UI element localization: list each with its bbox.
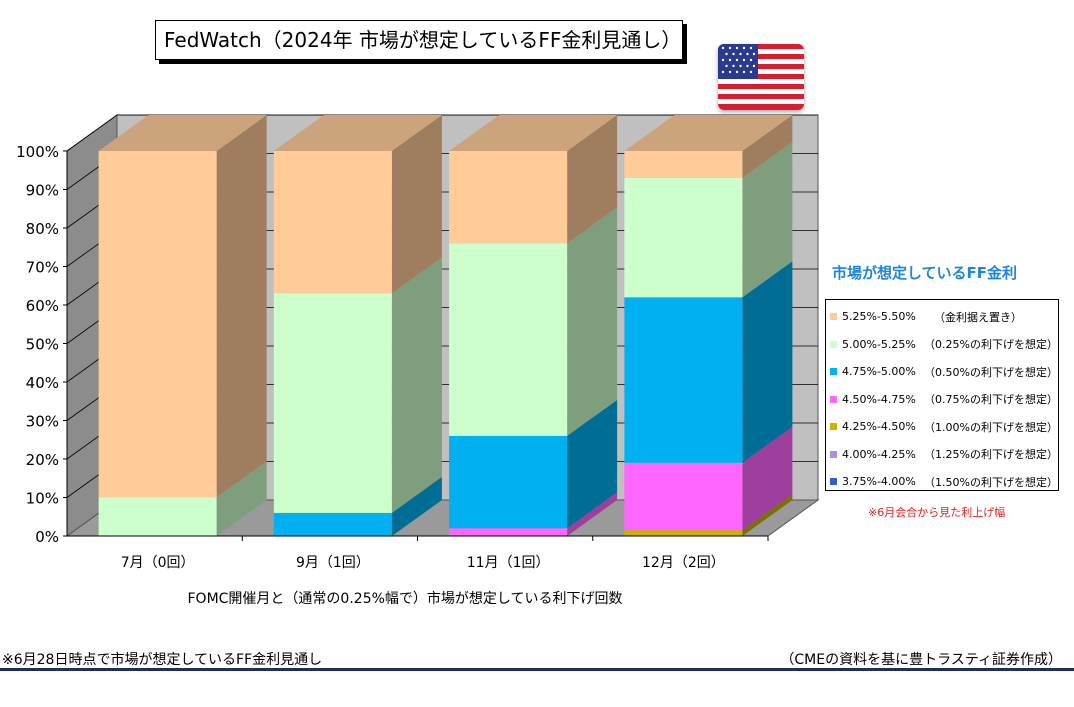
bar-segment-4.50%-4.75%: [624, 462, 743, 531]
legend-item: 5.00%-5.25% （0.25%の利下げを想定）: [826, 331, 1058, 359]
legend-annotation: ※6月会合から見た利上げ幅: [868, 506, 1006, 519]
bar-segment-4.50%-4.75%: [449, 528, 568, 536]
legend-desc-label: （金利据え置き）: [934, 310, 1022, 324]
bar-top-5.25%-5.50%: [98, 115, 267, 151]
legend-swatch: [830, 368, 837, 376]
y-tick-label: 100%: [16, 143, 59, 161]
x-tick-label: 9月（1回）: [296, 555, 370, 571]
bar-side-5.25%-5.50%: [567, 115, 618, 244]
bar-side-4.75%-5.00%: [742, 261, 793, 463]
x-tick-label: 11月（1回）: [467, 555, 550, 571]
legend-swatch: [830, 340, 837, 348]
y-tick-label: 60%: [26, 297, 59, 315]
legend-swatch: [830, 478, 837, 486]
legend-range-label: 4.25%-4.50%: [842, 420, 916, 434]
legend-desc-label: （0.25%の利下げを想定）: [924, 338, 1058, 352]
bar-side-5.25%-5.50%: [742, 115, 793, 178]
legend-desc-label: （1.25%の利下げを想定）: [924, 448, 1058, 462]
bar-segment-5.00%-5.25%: [449, 243, 568, 436]
bar-segment-5.00%-5.25%: [273, 293, 392, 513]
legend-range-label: 5.00%-5.25%: [842, 337, 916, 351]
legend-desc-label: （0.50%の利下げを想定）: [924, 365, 1058, 379]
legend-swatch: [830, 313, 837, 321]
bar-segment-4.75%-5.00%: [449, 435, 568, 529]
bar-side-5.25%-5.50%: [216, 115, 267, 498]
bar-side-4.25%-4.50%: [742, 494, 793, 536]
y-tick-label: 70%: [26, 259, 59, 277]
y-tick-label: 10%: [26, 490, 59, 508]
y-tick-label: 20%: [26, 451, 59, 469]
legend-range-label: 5.25%-5.50%: [842, 310, 916, 324]
x-tick-label: 12月（2回）: [642, 555, 725, 571]
bar-side-5.00%-5.25%: [391, 257, 442, 513]
legend-item: 4.25%-4.50% （1.00%の利下げを想定）: [826, 413, 1058, 441]
bar-segment-4.75%-5.00%: [624, 297, 743, 463]
bar-side-4.75%-5.00%: [391, 476, 442, 536]
bar-top-5.25%-5.50%: [624, 115, 793, 151]
bar-segment-5.25%-5.50%: [449, 151, 568, 244]
y-tick-label: 90%: [26, 182, 59, 200]
bar-side-4.75%-5.00%: [567, 399, 618, 529]
y-tick-label: 80%: [26, 220, 59, 238]
legend-range-label: 4.50%-4.75%: [842, 392, 916, 406]
bar-top-5.25%-5.50%: [449, 115, 618, 151]
bar-segment-4.25%-4.50%: [624, 530, 743, 536]
legend-item: 4.50%-4.75% （0.75%の利下げを想定）: [826, 386, 1058, 414]
legend-desc-label: （1.00%の利下げを想定）: [924, 420, 1058, 434]
legend-item: 4.75%-5.00% （0.50%の利下げを想定）: [826, 358, 1058, 386]
x-axis-title: FOMC開催月と（通常の0.25%幅で）市場が想定している利下げ回数: [187, 591, 623, 607]
chart-title: FedWatch（2024年 市場が想定しているFF金利見通し）: [155, 20, 683, 60]
legend-desc-label: （0.75%の利下げを想定）: [924, 393, 1058, 407]
y-tick-label: 50%: [26, 336, 59, 354]
legend-range-label: 4.75%-5.00%: [842, 365, 916, 379]
source-note: （CMEの資料を基に豊トラスティ証券作成）: [780, 652, 1062, 668]
bar-segment-5.25%-5.50%: [624, 151, 743, 178]
legend-swatch: [830, 423, 837, 431]
legend-desc-label: （1.50%の利下げを想定）: [924, 475, 1058, 489]
legend-item: 5.25%-5.50% （金利据え置き）: [826, 303, 1058, 331]
legend-range-label: 3.75%-4.00%: [842, 475, 916, 489]
bar-side-4.50%-4.75%: [567, 492, 618, 536]
bar-top-5.25%-5.50%: [273, 115, 442, 151]
bar-segment-5.00%-5.25%: [624, 177, 743, 298]
bar-side-5.00%-5.25%: [567, 207, 618, 436]
bar-segment-5.25%-5.50%: [98, 151, 217, 498]
x-tick-label: 7月（0回）: [121, 555, 195, 571]
y-tick-label: 30%: [26, 413, 59, 431]
bar-side-5.25%-5.50%: [391, 115, 442, 294]
legend-item: 4.00%-4.25% （1.25%の利下げを想定）: [826, 441, 1058, 469]
legend-range-label: 4.00%-4.25%: [842, 447, 916, 461]
y-tick-label: 0%: [35, 528, 59, 546]
legend-item: 3.75%-4.00% （1.50%の利下げを想定）: [826, 468, 1058, 496]
bar-side-5.00%-5.25%: [216, 461, 267, 536]
bar-segment-5.25%-5.50%: [273, 151, 392, 294]
bar-segment-5.00%-5.25%: [98, 497, 217, 536]
legend-title: 市場が想定しているFF金利: [832, 264, 1018, 282]
bar-segment-4.75%-5.00%: [273, 512, 392, 536]
bar-side-4.50%-4.75%: [742, 426, 793, 531]
footnote: ※6月28日時点で市場が想定しているFF金利見通し: [2, 652, 323, 668]
bottom-divider: [0, 668, 1074, 671]
legend-swatch: [830, 450, 837, 458]
bar-side-5.00%-5.25%: [742, 141, 793, 298]
legend: 5.25%-5.50% （金利据え置き） 5.00%-5.25% （0.25%の利下げ…: [825, 299, 1059, 491]
us-flag-icon: [718, 44, 804, 110]
y-tick-label: 40%: [26, 374, 59, 392]
legend-swatch: [830, 395, 837, 403]
